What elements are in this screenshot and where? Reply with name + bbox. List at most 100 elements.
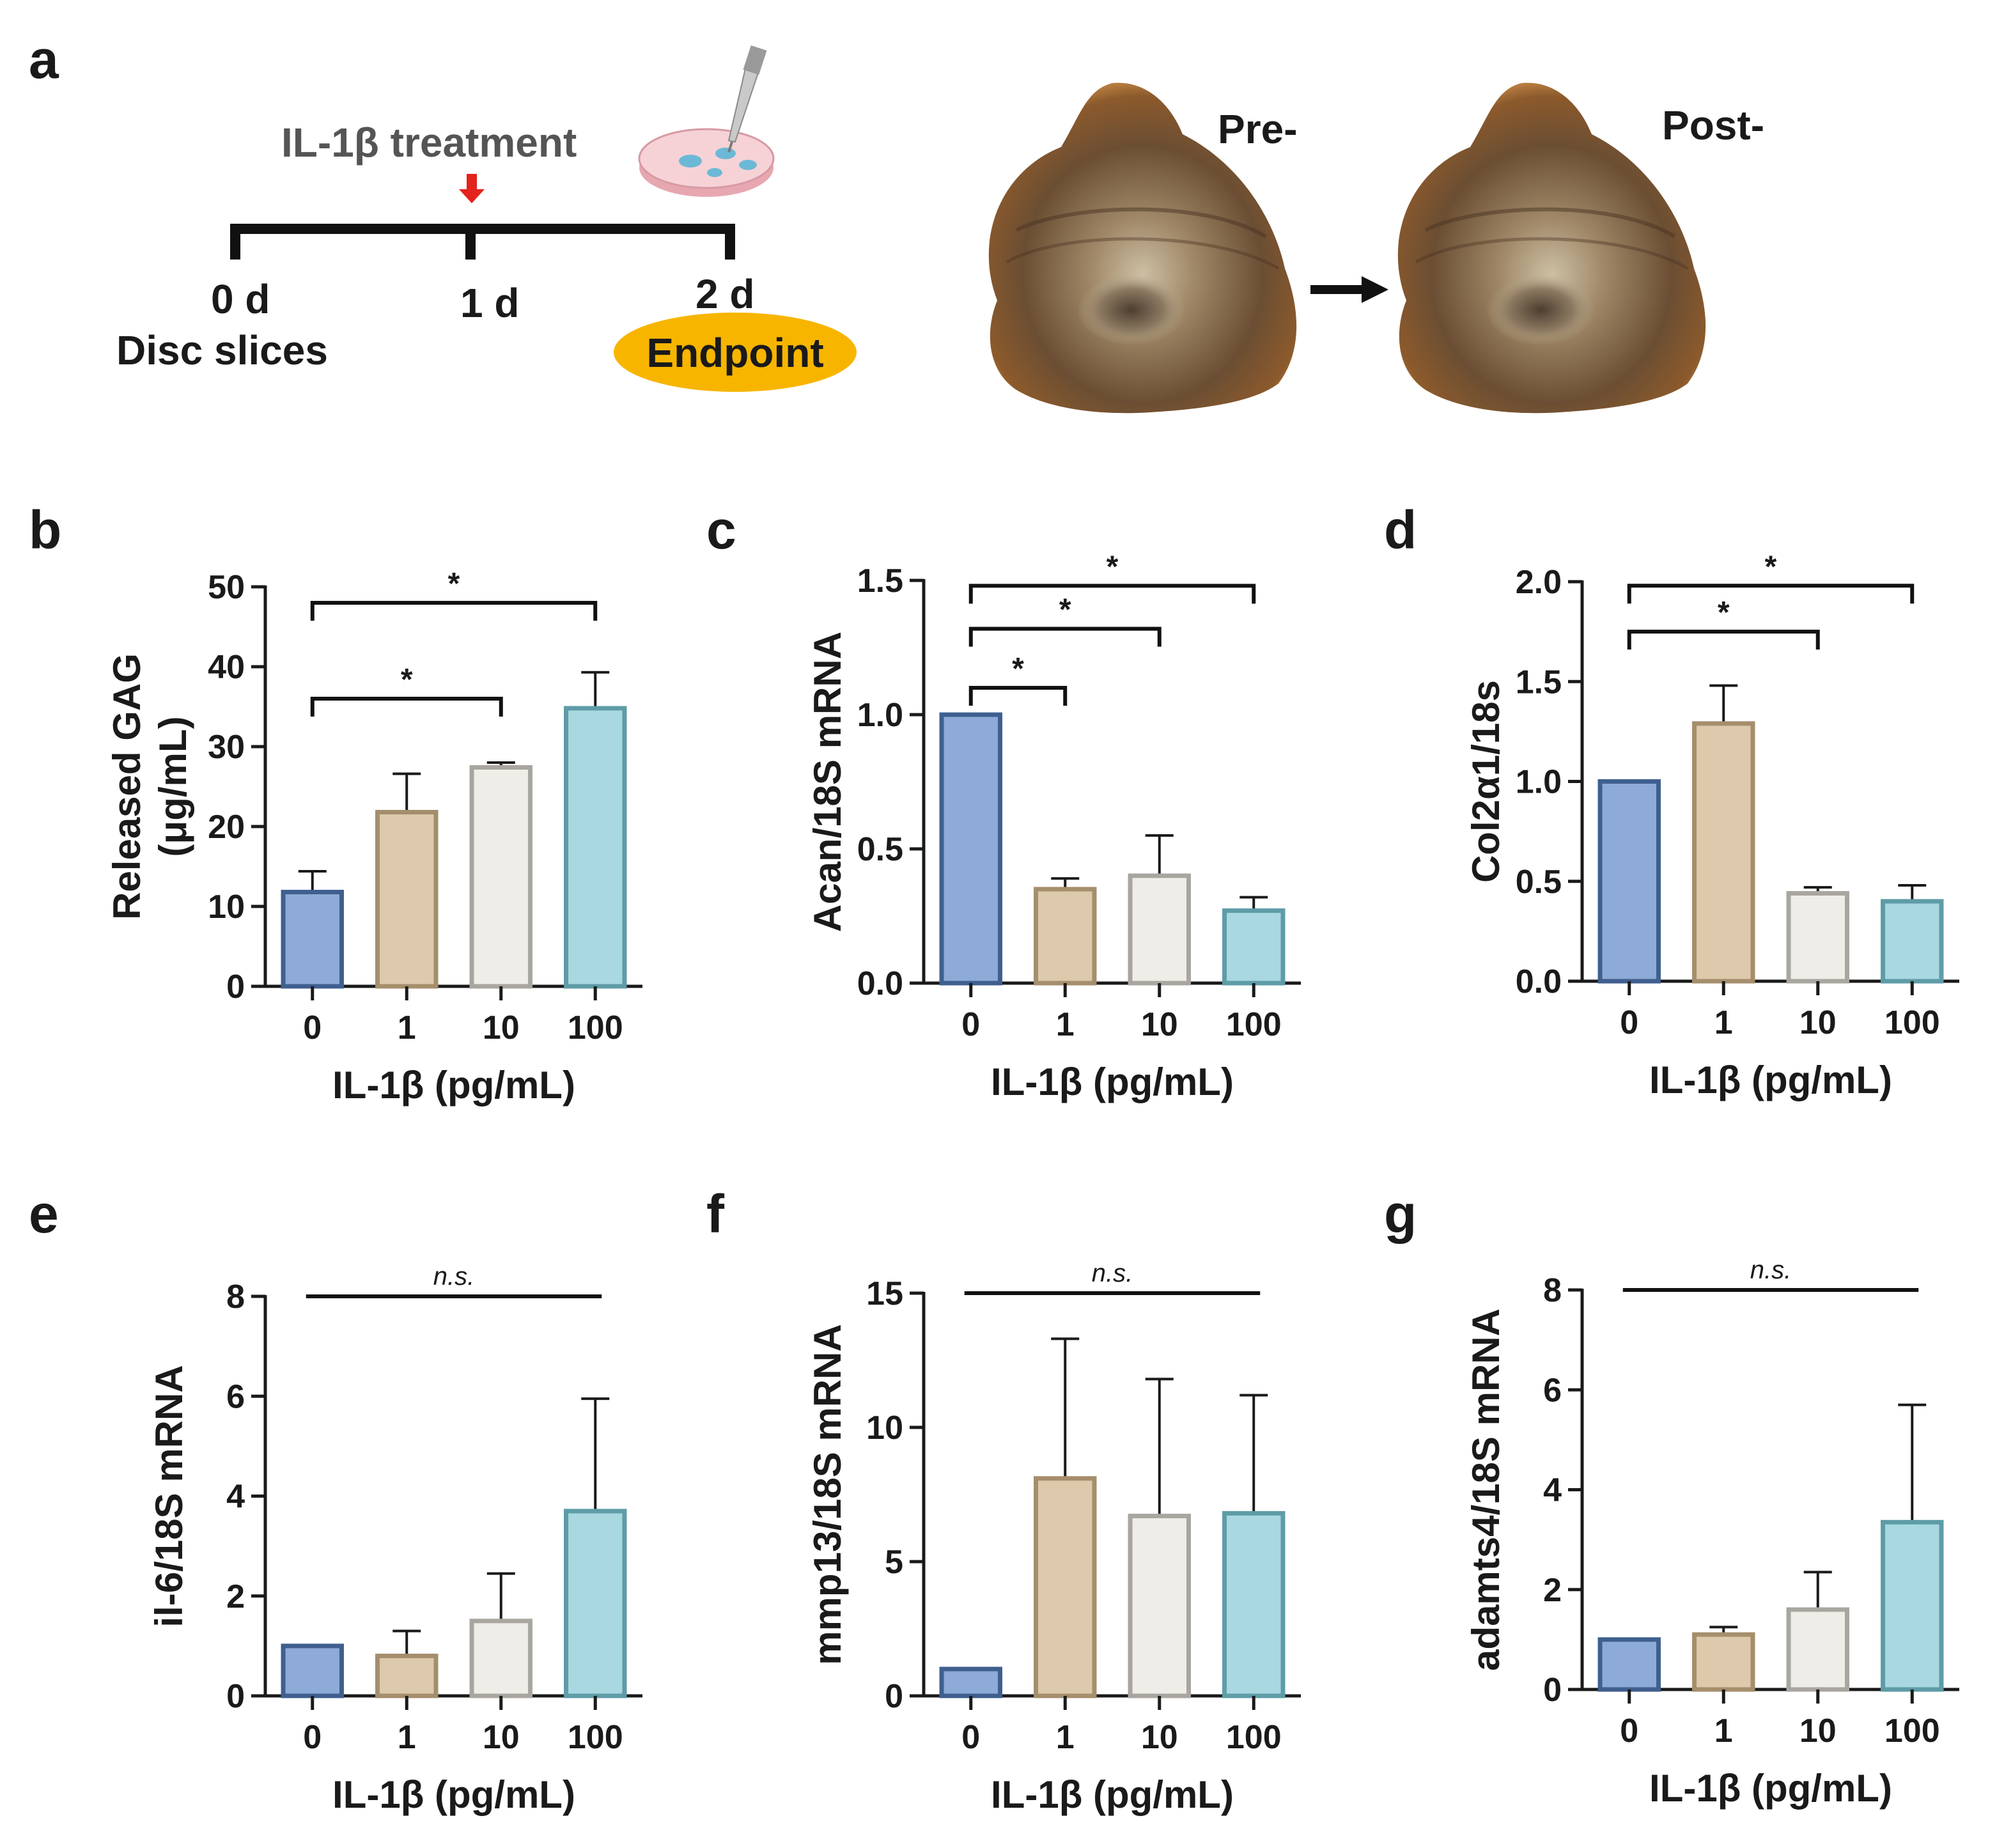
timeline [230,224,735,260]
x-axis-title: IL-1β (pg/mL) [1649,1767,1892,1810]
significance-label: * [1059,593,1071,627]
significance-bracket [1627,584,1915,604]
endpoint-label: Endpoint [646,330,823,376]
significance-bracket [968,626,1162,647]
y-axis-title: il-6/18S mRNA [148,1365,190,1627]
pipette-icon [727,45,767,153]
x-tick-label: 10 [483,1009,520,1046]
x-tick-label: 0 [1620,1004,1638,1041]
bar-0 [281,890,344,989]
chart-panel-b: b 0 10 20 30 40 50 0 1 10 100 IL-1β (pg/mL) Released… [29,500,642,1106]
y-tick-label: 0 [226,1678,245,1715]
day-0-label: 0 d [211,276,270,322]
bar-100 [564,706,627,989]
chart-panel-f: f 0 5 10 15 0 1 10 100 IL-1β (pg/mL) mmp13/18S mRN… [706,1184,1301,1816]
bar-100 [564,1509,627,1698]
y-axis-title: Released GAG(μg/mL) [105,653,194,920]
x-tick-label: 1 [1056,1006,1075,1043]
start-label: Disc slices [116,327,328,373]
x-axis-title: IL-1β (pg/mL) [1649,1059,1892,1101]
ns-label: n.s. [1092,1259,1133,1287]
pre-label: Pre- [1218,106,1298,152]
bar-1 [1692,1632,1755,1692]
bar-1 [375,810,439,989]
bar-100 [1881,899,1944,984]
y-tick-label: 6 [226,1378,245,1415]
y-tick-label: 15 [866,1275,903,1312]
x-tick-label: 100 [1226,1006,1282,1043]
significance-label: * [1718,596,1730,630]
x-tick-label: 1 [1714,1004,1733,1041]
y-tick-label: 2 [226,1578,245,1615]
day-2-label: 2 d [695,271,754,317]
x-tick-label: 1 [398,1719,416,1756]
bar-0 [939,712,1002,986]
x-tick-label: 0 [1620,1712,1638,1750]
x-tick-label: 10 [1141,1006,1178,1043]
y-tick-label: 5 [885,1544,903,1581]
significance-label: * [1107,550,1119,584]
y-axis-title-line: (μg/mL) [152,717,194,857]
significance-label: * [1012,652,1024,686]
bar-0 [1597,779,1661,984]
y-tick-label: 1.5 [1516,664,1562,701]
significance-label: * [1765,550,1777,584]
chart-panel-g: g 0 2 4 6 8 0 1 10 100 IL-1β (pg/mL) adamts4/18S mR… [1384,1184,1959,1810]
x-tick-label: 100 [1884,1712,1940,1750]
panel-letter-d: d [1384,500,1417,560]
y-tick-label: 6 [1543,1372,1562,1409]
right-arrow-icon [1310,276,1388,303]
y-axis-title: mmp13/18S mRNA [806,1324,849,1665]
bar-10 [1786,1607,1849,1692]
y-axis-title: Acan/18S mRNA [806,632,849,932]
panel-a: a IL-1β treatment 0 d 1 d 2 d D [29,29,1764,414]
y-tick-label: 0.0 [857,965,903,1002]
x-tick-label: 0 [303,1009,322,1046]
y-tick-label: 8 [226,1278,245,1316]
x-tick-label: 0 [961,1719,980,1756]
y-tick-label: 40 [208,649,245,686]
treatment-label: IL-1β treatment [281,120,577,166]
panel-letter-c: c [706,500,736,560]
bar-10 [1128,873,1191,986]
x-tick-label: 0 [961,1006,980,1043]
y-tick-label: 0.0 [1516,963,1562,1000]
y-tick-label: 4 [226,1479,245,1516]
significance-bracket [310,601,598,621]
x-tick-label: 1 [1714,1712,1733,1750]
x-tick-label: 1 [1056,1719,1075,1756]
bar-0 [1597,1637,1661,1692]
y-tick-label: 20 [208,809,245,846]
y-tick-label: 0 [885,1678,903,1715]
bar-10 [1128,1514,1191,1698]
y-tick-label: 1.5 [857,563,903,600]
significance-bracket [968,584,1256,604]
panel-letter-f: f [706,1184,725,1244]
day-1-label: 1 d [460,280,519,326]
y-tick-label: 0.5 [1516,864,1562,901]
bar-0 [281,1643,344,1698]
significance-label: * [401,663,413,697]
endpoint-badge [614,313,857,392]
chart-panel-e: e 0 2 4 6 8 0 1 10 100 IL-1β (pg/mL) il-6/18S mRNA n… [29,1184,642,1816]
significance-bracket [1627,630,1820,650]
petri-dish-icon [638,128,775,197]
y-axis-title: Col2α1/18s [1465,680,1507,883]
bar-100 [1222,1510,1286,1698]
post-label: Post- [1662,102,1764,148]
chart-panel-c: c 0.0 0.5 1.0 1.5 0 1 10 100 IL-1β (pg/mL) Acan/18… [706,500,1301,1103]
x-tick-label: 1 [398,1009,416,1046]
panel-letter-e: e [29,1184,59,1244]
red-arrow-icon [459,174,485,203]
disc-photo-post [1397,82,1706,414]
x-tick-label: 10 [483,1719,520,1756]
bar-10 [1786,891,1849,984]
x-tick-label: 10 [1141,1719,1178,1756]
y-tick-label: 8 [1543,1272,1562,1309]
ns-label: n.s. [1750,1256,1791,1284]
y-tick-label: 10 [866,1409,903,1447]
y-tick-label: 1.0 [1516,764,1562,801]
x-tick-label: 100 [1226,1719,1282,1756]
bar-10 [469,765,532,989]
